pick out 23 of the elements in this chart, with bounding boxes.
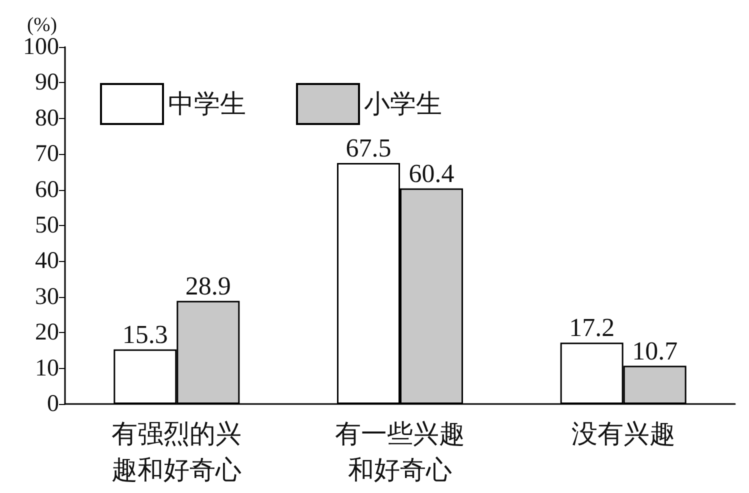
- y-tick-label: 80: [35, 105, 59, 132]
- data-label: 28.9: [185, 271, 231, 300]
- legend-label: 小学生: [364, 90, 442, 118]
- y-tick-label: 60: [35, 176, 59, 203]
- x-tick-label: 有强烈的兴趣和好奇心: [112, 420, 242, 484]
- data-label: 15.3: [122, 320, 168, 349]
- y-tick-label: 50: [35, 212, 59, 238]
- y-tick-label: 90: [35, 70, 59, 96]
- y-axis-title: (%): [27, 14, 57, 36]
- x-tick-label: 有一些兴趣和好奇心: [335, 420, 465, 484]
- data-label: 10.7: [632, 336, 678, 366]
- legend-label: 中学生: [168, 90, 246, 118]
- y-tick-label: 40: [35, 248, 59, 274]
- y-tick-label: 20: [35, 320, 59, 346]
- x-tick-label: 没有兴趣: [571, 420, 676, 448]
- y-tick-label: 100: [23, 34, 59, 60]
- data-label: 17.2: [569, 313, 615, 342]
- data-label: 60.4: [408, 158, 454, 188]
- y-tick-label: 30: [35, 284, 59, 310]
- y-tick-label: 10: [35, 355, 59, 382]
- y-tick-label: 70: [35, 141, 59, 168]
- data-label: 67.5: [346, 134, 392, 163]
- y-tick-label: 0: [47, 391, 59, 417]
